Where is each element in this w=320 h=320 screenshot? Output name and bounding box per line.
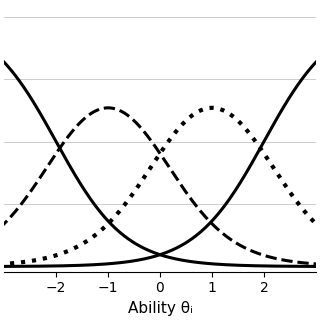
X-axis label: Ability θᵢ: Ability θᵢ — [128, 301, 192, 316]
